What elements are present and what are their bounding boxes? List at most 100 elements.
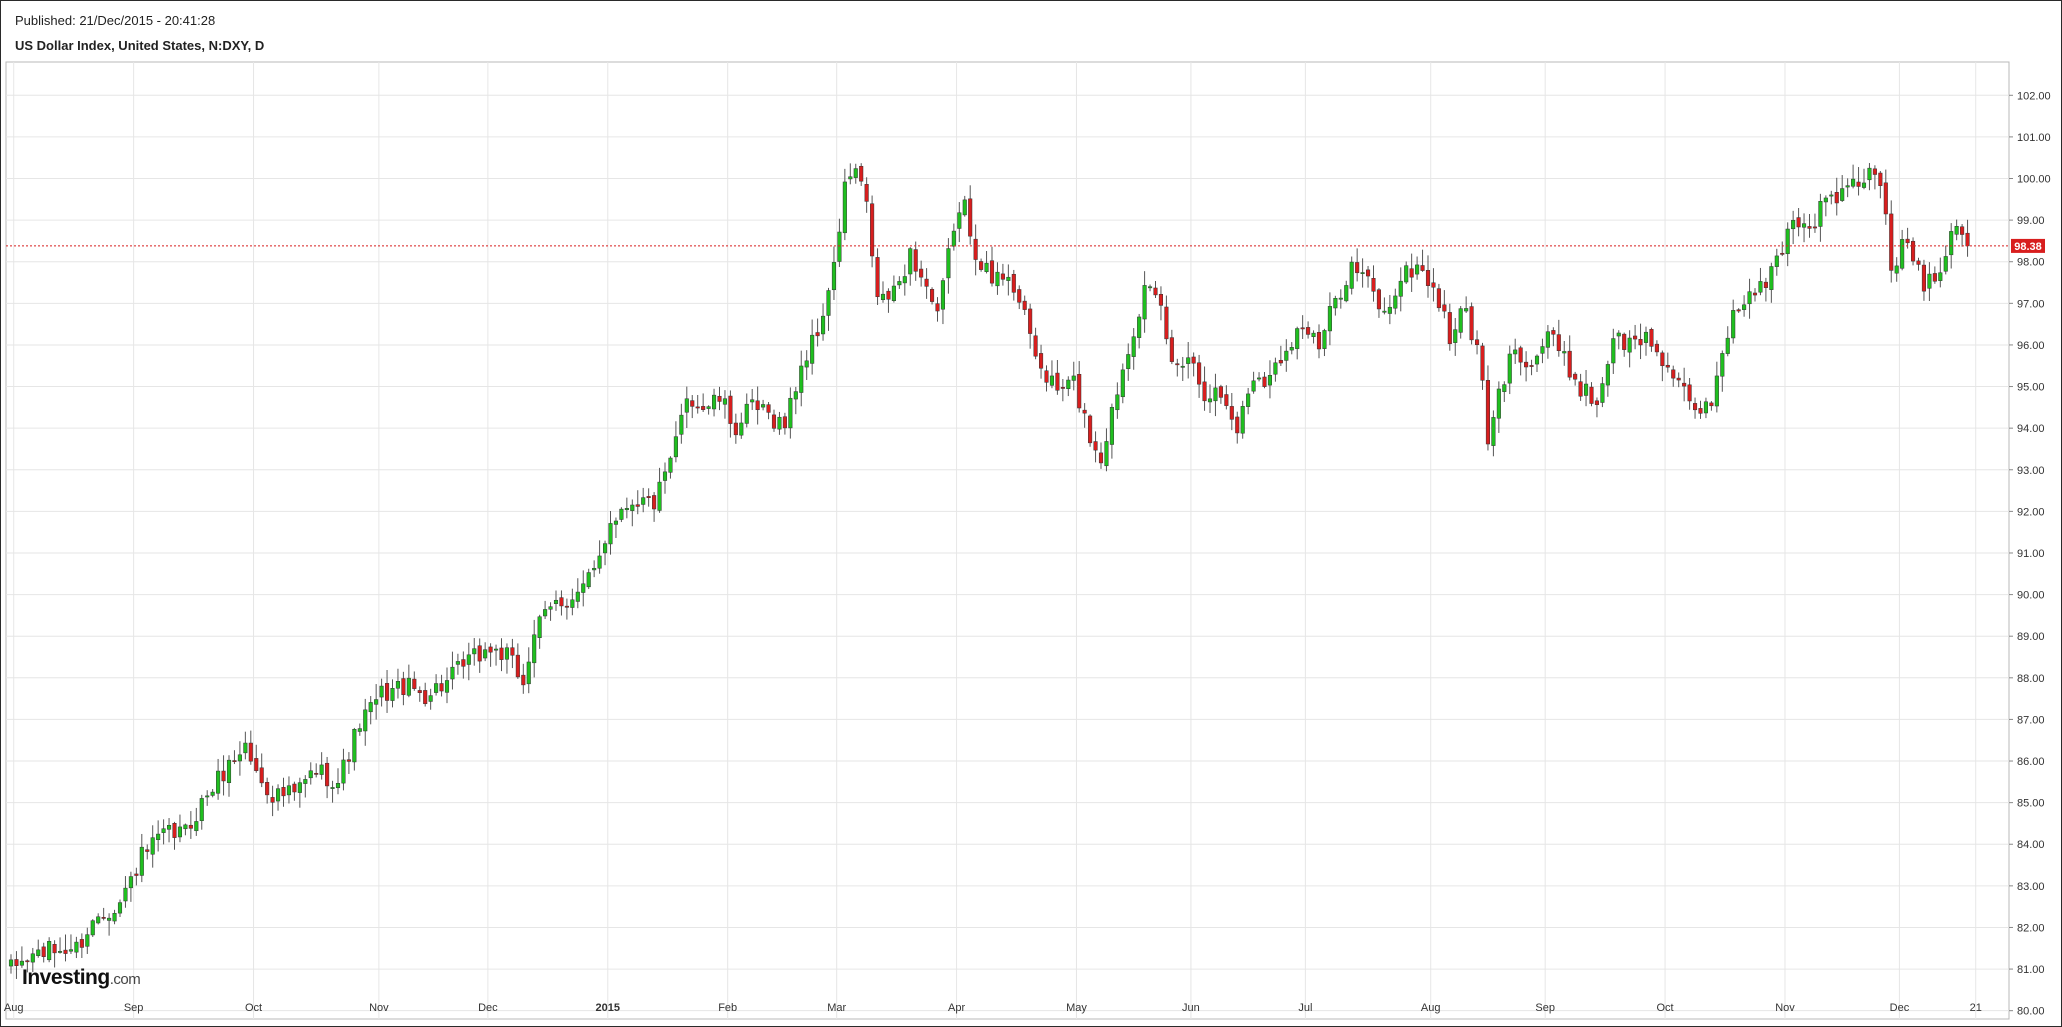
candle-body [423,690,428,705]
gridlines [6,62,2009,1019]
candle-body [1077,373,1082,409]
candle-body [984,262,989,272]
candle-body [810,334,815,364]
candle-body [1033,335,1038,357]
candle-body [831,262,837,291]
candle-body [842,181,847,234]
published-timestamp: Published: 21/Dec/2015 - 20:41:28 [15,13,216,28]
candle-body [946,248,951,279]
candle-body [935,303,940,312]
candle-body [1371,278,1376,292]
candle-body [58,951,63,953]
candle-body [1273,362,1278,375]
y-tick-label: 95.00 [2017,382,2045,394]
y-tick-label: 83.00 [2017,881,2045,893]
candle-body [613,520,619,525]
candle-body [875,257,880,298]
candle-body [995,271,1000,287]
candle-body [1295,328,1300,349]
candle-body [210,791,215,796]
candle-body [1524,361,1529,368]
candle-body [1306,327,1311,335]
candle-body [68,949,74,952]
candle-body [1900,239,1905,269]
logo-brand: Investing [22,966,110,989]
candle-body [886,290,891,300]
candle-body [259,767,264,784]
candle-body [330,787,335,789]
candle-body [1671,369,1676,379]
candle-body [1905,238,1910,244]
candle-body [957,212,962,229]
candle-body [314,772,319,775]
candle-body [417,690,422,693]
candle-body [1856,181,1861,187]
candle-body [750,399,755,403]
candle-body [254,758,259,772]
x-tick-label: Dec [1890,1002,1910,1014]
candle-body [1158,294,1164,306]
y-tick-label: 101.00 [2017,132,2051,144]
candle-body [1235,416,1240,434]
y-tick-label: 94.00 [2017,423,2045,435]
candle-body [1104,441,1109,467]
candle-body [74,941,79,953]
candle-body [297,782,302,793]
candle-body [641,497,646,505]
candle-body [1333,298,1338,309]
candle-body [1316,332,1322,350]
last-price-label: 98.38 [2014,241,2042,253]
candle-body [385,683,390,701]
candle-body [25,960,30,963]
candle-body [1693,403,1698,411]
y-tick-label: 82.00 [2017,922,2045,934]
candle-body [864,184,869,202]
candle-body [608,523,613,545]
candle-body [635,504,640,507]
candle-body [19,960,24,966]
candle-body [1137,316,1142,338]
candle-body [412,678,417,689]
candle-body [1889,213,1894,271]
candle-body [924,278,929,287]
candle-body [821,315,826,335]
candle-body [1082,409,1087,414]
candle-body [646,496,651,498]
candle-body [722,398,728,405]
candle-body [1028,308,1033,334]
candle-body [1257,377,1262,380]
candle-body [1436,288,1441,309]
candle-body [1665,364,1670,368]
candle-body [1175,363,1180,366]
candle-body [739,422,744,436]
candle-body [989,260,995,284]
candle-body [1039,353,1044,369]
candle-body [1578,381,1583,397]
candle-body [139,846,144,876]
candle-body [395,681,400,689]
candle-body [597,555,602,569]
candle-body [1431,282,1436,288]
candle-body [690,400,695,407]
candle-body [684,398,689,413]
candle-body [47,941,52,961]
candle-body [36,949,41,956]
candle-body [1747,291,1752,305]
candle-body [1845,185,1850,188]
y-tick-label: 102.00 [2017,90,2051,102]
candle-body [1055,372,1060,391]
candle-body [586,572,591,588]
candle-body [1066,379,1071,390]
candle-body [1327,306,1332,332]
candle-body [483,649,488,659]
candle-body [1126,354,1131,369]
candle-body [1409,268,1414,278]
y-tick-label: 89.00 [2017,631,2045,643]
candle-body [951,230,956,247]
candle-body [346,759,351,762]
candle-body [101,917,106,919]
candle-body [1774,255,1779,267]
candle-body [1485,380,1491,445]
candle-body [1191,356,1196,364]
candle-body [1540,346,1545,354]
